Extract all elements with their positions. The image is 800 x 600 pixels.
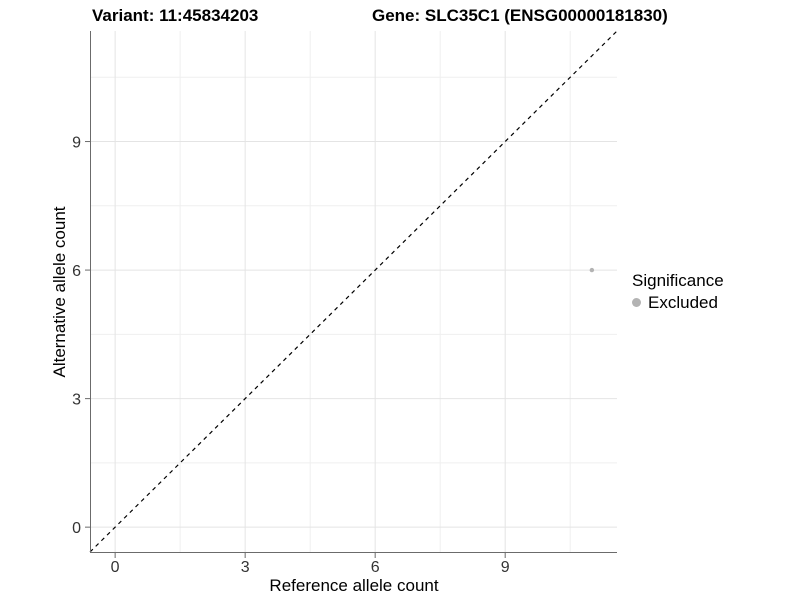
y-tick-label: 0	[72, 520, 81, 537]
y-axis-title: Alternative allele count	[50, 206, 69, 378]
x-tick-label: 0	[111, 559, 120, 576]
data-point	[589, 267, 595, 273]
x-tick-label: 6	[371, 559, 380, 576]
legend-item-label: Excluded	[648, 292, 718, 312]
plot-title-variant: Variant: 11:45834203	[92, 6, 259, 25]
legend-item-excluded: Excluded	[632, 293, 724, 312]
identity-line	[89, 30, 618, 553]
plot-title-gene: Gene: SLC35C1 (ENSG00000181830)	[372, 6, 668, 25]
y-tick-label: 3	[72, 392, 81, 409]
x-axis-title: Reference allele count	[269, 576, 439, 595]
x-tick-label: 9	[501, 559, 510, 576]
y-tick-label: 6	[72, 263, 81, 280]
legend-title: Significance	[632, 271, 724, 290]
y-tick-label: 9	[72, 135, 81, 152]
x-tick-label: 3	[241, 559, 250, 576]
excluded-point-swatch	[632, 298, 641, 307]
legend: Significance Excluded	[632, 271, 724, 312]
